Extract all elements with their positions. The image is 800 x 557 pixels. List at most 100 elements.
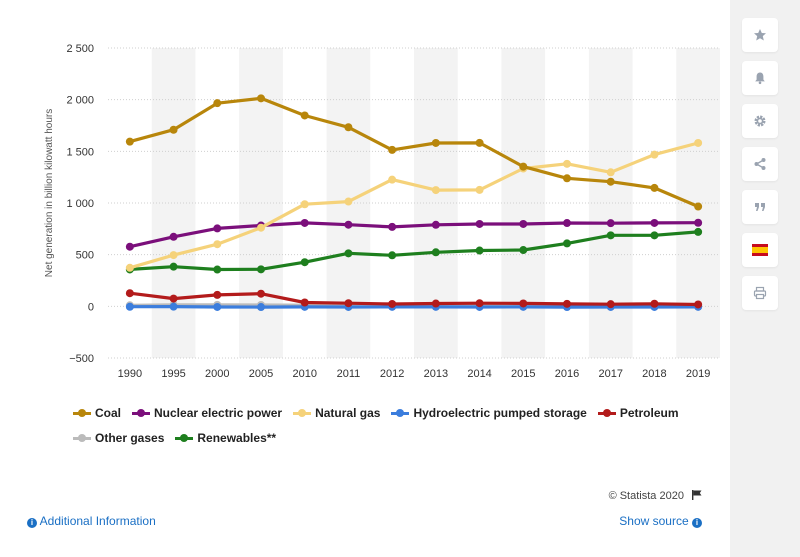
legend-label: Nuclear electric power	[154, 406, 283, 420]
favorite-button[interactable]	[742, 18, 778, 52]
data-point	[169, 294, 178, 303]
data-point	[213, 240, 222, 249]
data-point	[650, 150, 659, 159]
legend-swatch	[73, 434, 91, 442]
data-point	[300, 111, 309, 120]
legend-item[interactable]: Petroleum	[597, 406, 679, 420]
data-point	[213, 302, 222, 311]
data-point	[388, 251, 397, 260]
legend-swatch-dot	[602, 409, 611, 417]
data-point	[300, 258, 309, 267]
legend-item[interactable]: Hydroelectric pumped storage	[391, 406, 587, 420]
legend-swatch-dot	[396, 409, 405, 417]
legend-swatch-dot	[298, 409, 307, 417]
x-tick-label: 2010	[292, 368, 316, 380]
spain-flag-icon	[752, 244, 768, 256]
x-tick-label: 2016	[555, 368, 579, 380]
x-tick-label: 2011	[337, 368, 361, 380]
print-icon	[753, 286, 767, 300]
data-point	[650, 218, 659, 227]
data-point	[563, 219, 571, 228]
legend-swatch	[293, 409, 312, 417]
legend-item[interactable]: Renewables**	[175, 431, 276, 445]
legend-label: Renewables**	[197, 431, 277, 445]
x-tick-label: 2017	[598, 368, 622, 380]
legend-item[interactable]: Coal	[73, 406, 121, 420]
legend-item[interactable]: Natural gas	[293, 406, 380, 420]
data-point	[125, 137, 134, 146]
statista-credit[interactable]: © Statista 2020	[609, 490, 702, 502]
notification-button[interactable]	[742, 61, 778, 95]
legend-swatch-dot	[78, 434, 86, 442]
series-line	[129, 230, 699, 272]
x-tick-label: 2000	[205, 368, 229, 380]
additional-information-link[interactable]: i Additional Information	[27, 514, 156, 528]
data-point	[344, 123, 353, 132]
column-band	[588, 48, 633, 358]
x-tick-label: 2012	[380, 368, 404, 380]
print-button[interactable]	[742, 276, 778, 310]
data-point	[344, 220, 353, 229]
show-source-link[interactable]: Show source i	[619, 514, 702, 528]
share-icon	[754, 158, 766, 170]
data-point	[431, 138, 440, 147]
series-line	[129, 305, 699, 309]
star-icon	[754, 29, 766, 41]
y-tick-label: 2 500	[66, 43, 94, 55]
data-point	[694, 227, 703, 236]
data-point	[125, 263, 134, 272]
chart-card: −500 0 500 1 000 1 500 2 000 2 500 1990 1995 2000…	[0, 0, 730, 557]
data-point	[606, 177, 615, 186]
data-point	[431, 248, 440, 257]
data-point	[125, 289, 134, 298]
settings-button[interactable]	[742, 104, 778, 138]
data-point	[650, 231, 659, 240]
data-point	[606, 300, 615, 309]
data-point	[694, 300, 703, 309]
data-point	[606, 231, 615, 240]
credit-text: © Statista 2020	[608, 490, 684, 502]
data-point	[257, 94, 265, 103]
cite-button[interactable]	[742, 190, 778, 224]
data-point	[257, 265, 265, 274]
quote-icon	[755, 203, 765, 211]
data-point	[694, 202, 703, 211]
legend-swatch-dot	[137, 409, 146, 417]
data-point	[431, 220, 440, 229]
data-point	[344, 197, 353, 206]
data-point	[213, 224, 222, 233]
additional-information-label: Additional Information	[39, 514, 156, 528]
data-point	[169, 232, 178, 241]
data-point	[388, 299, 397, 308]
x-tick-label: 1990	[118, 368, 142, 380]
share-button[interactable]	[742, 147, 778, 181]
series-line	[129, 291, 699, 307]
x-tick-label: 1995	[161, 368, 185, 380]
data-point	[475, 299, 484, 308]
data-point	[257, 223, 265, 232]
data-point	[169, 262, 178, 271]
legend-item[interactable]: Other gases	[73, 431, 164, 445]
data-point	[169, 125, 178, 134]
legend-swatch-dot	[78, 409, 86, 417]
legend-item[interactable]: Nuclear electric power	[132, 406, 282, 420]
data-point	[519, 219, 528, 228]
data-point	[563, 299, 571, 308]
x-tick-label: 2019	[686, 368, 710, 380]
data-point	[300, 218, 309, 227]
y-tick-label: 1 500	[66, 146, 94, 158]
x-tick-label: 2015	[511, 368, 535, 380]
x-tick-label: 2013	[424, 368, 448, 380]
data-point	[606, 219, 615, 228]
data-point	[388, 175, 397, 184]
data-point	[257, 303, 265, 312]
legend-swatch-dot	[180, 434, 189, 442]
data-point	[125, 302, 134, 311]
data-point	[344, 249, 353, 258]
language-button[interactable]	[742, 233, 778, 267]
data-point	[650, 183, 659, 192]
x-tick-label: 2005	[249, 368, 273, 380]
data-point	[257, 289, 265, 298]
data-point	[694, 218, 703, 227]
legend-row: Other gases Renewables**	[73, 430, 723, 446]
